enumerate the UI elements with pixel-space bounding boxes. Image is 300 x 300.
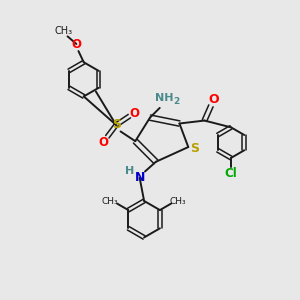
Text: NH: NH	[155, 93, 174, 103]
Text: O: O	[99, 136, 109, 149]
Text: CH₃: CH₃	[54, 26, 72, 36]
Text: 2: 2	[173, 97, 179, 106]
Text: CH₃: CH₃	[102, 197, 118, 206]
Text: O: O	[130, 107, 140, 120]
Text: Cl: Cl	[225, 167, 237, 180]
Text: H: H	[125, 167, 134, 176]
Text: O: O	[71, 38, 81, 50]
Text: S: S	[112, 118, 121, 131]
Text: CH₃: CH₃	[170, 197, 187, 206]
Text: S: S	[190, 142, 199, 155]
Text: N: N	[134, 172, 145, 184]
Text: O: O	[208, 93, 219, 106]
